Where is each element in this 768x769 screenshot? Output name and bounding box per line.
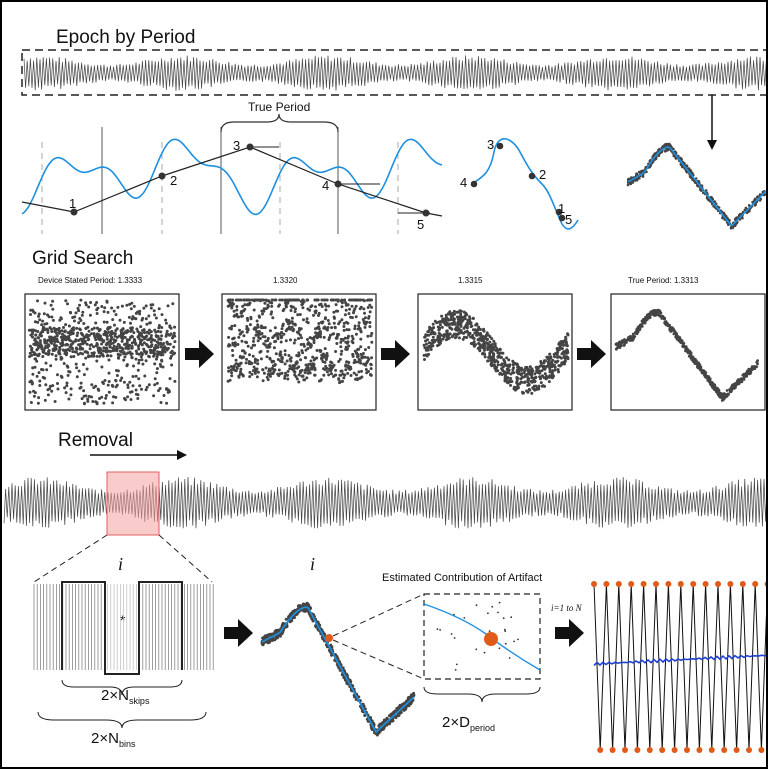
true-period-label: True Period [248, 100, 311, 114]
epoch-dashed-frame [21, 49, 766, 96]
grid-panel-1-label: Device Stated Period: 1.3333 [38, 276, 143, 285]
artifact-zoom-lines [332, 593, 425, 680]
svg-text:2: 2 [170, 173, 177, 188]
sample-points [70, 143, 430, 217]
grid-arrow-3 [577, 340, 606, 368]
folded-full-cloud [626, 142, 766, 230]
epoch-signal-wave [21, 138, 443, 216]
grid-panel-3 [417, 293, 573, 411]
zoomed-signal [33, 584, 214, 670]
bin-dashed-lines [41, 142, 399, 234]
index-label-left: i [118, 554, 124, 574]
grid-scatter-points [27, 298, 759, 406]
svg-text:4: 4 [322, 178, 329, 193]
grid-section-title: Grid Search [32, 248, 134, 269]
skip-asterisk: * [120, 612, 126, 628]
grid-arrows [185, 340, 606, 368]
svg-text:3: 3 [487, 137, 494, 152]
sample-point-labels: 1 2 3 4 5 [69, 138, 424, 232]
epoch-section-title: Epoch by Period [56, 27, 196, 48]
svg-text:5: 5 [565, 212, 572, 227]
removal-arrow-1 [224, 619, 253, 647]
grid-arrow-1 [185, 340, 214, 368]
template-cloud [260, 601, 416, 737]
true-period-bracket [220, 113, 339, 133]
removal-arrow-2 [555, 619, 584, 647]
grid-panel-3-label: 1.3315 [458, 276, 483, 285]
folded-points [470, 142, 566, 222]
svg-text:2: 2 [539, 167, 546, 182]
artifact-title: Estimated Contribution of Artifact [382, 572, 543, 584]
artifact-curve [423, 603, 541, 671]
artifact-point [484, 632, 498, 646]
dperiod-bracket [423, 686, 541, 703]
grid-panel-2-label: 1.3320 [273, 276, 298, 285]
epoch-signal-strip [23, 55, 766, 91]
grid-panel-4-label: True Period: 1.3313 [628, 276, 699, 285]
bin-window-outline [61, 581, 183, 675]
svg-text:3: 3 [233, 138, 240, 153]
folded-point-labels: 4 3 2 1 5 [460, 137, 572, 227]
removal-highlight-window [106, 471, 160, 536]
template-highlight-point [325, 634, 333, 642]
zoom-lines [33, 534, 213, 583]
nbins-bracket [37, 711, 207, 729]
grid-arrow-2 [381, 340, 410, 368]
dperiod-label: 2×Dperiod [442, 714, 495, 733]
svg-text:1: 1 [558, 201, 565, 216]
folded-period-curve [471, 138, 579, 230]
artifact-box [423, 593, 541, 680]
svg-text:1: 1 [69, 196, 76, 211]
svg-text:4: 4 [460, 175, 467, 190]
loop-label: i=1 to N [551, 603, 582, 613]
index-label-middle: i [310, 554, 316, 574]
nskips-bracket [61, 679, 183, 696]
nskips-label: 2×Nskips [101, 687, 150, 706]
nbins-label: 2×Nbins [91, 730, 136, 749]
svg-text:5: 5 [417, 217, 424, 232]
removal-section-title: Removal [58, 430, 133, 451]
period-divider-lines [101, 127, 339, 234]
corrected-zigzag [591, 581, 766, 753]
